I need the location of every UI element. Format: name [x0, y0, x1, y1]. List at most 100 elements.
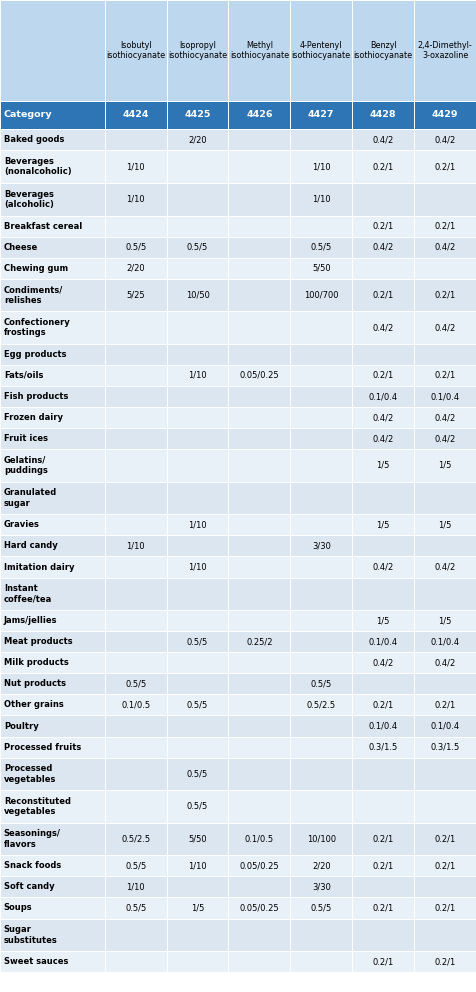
Text: Processed fruits: Processed fruits [4, 743, 81, 752]
Bar [105, 386, 167, 407]
Bar [414, 653, 476, 674]
Bar [0, 951, 105, 972]
Bar [414, 0, 476, 100]
Bar [167, 386, 228, 407]
Text: Instant
coffee/tea: Instant coffee/tea [4, 584, 52, 603]
Text: 0.5/5: 0.5/5 [311, 680, 332, 688]
Bar [352, 951, 414, 972]
Bar [414, 407, 476, 429]
Bar [167, 100, 228, 129]
Bar [290, 653, 352, 674]
Text: Breakfast cereal: Breakfast cereal [4, 221, 82, 230]
Text: 4424: 4424 [122, 110, 149, 119]
Text: 1/10: 1/10 [126, 883, 145, 892]
Bar [290, 151, 352, 183]
Bar [105, 536, 167, 557]
Text: 1/10: 1/10 [126, 542, 145, 551]
Text: 0.2/1: 0.2/1 [435, 834, 456, 843]
Bar [105, 344, 167, 365]
Bar [105, 822, 167, 855]
Bar [414, 674, 476, 694]
Bar [228, 514, 290, 536]
Bar [352, 344, 414, 365]
Bar [0, 279, 105, 311]
Bar [290, 758, 352, 791]
Bar [228, 100, 290, 129]
Bar [352, 876, 414, 898]
Text: 0.2/1: 0.2/1 [373, 904, 394, 913]
Bar [0, 876, 105, 898]
Bar [352, 215, 414, 236]
Text: Beverages
(nonalcoholic): Beverages (nonalcoholic) [4, 157, 71, 177]
Bar [228, 610, 290, 631]
Text: 1/10: 1/10 [188, 861, 207, 870]
Text: 0.1/0.5: 0.1/0.5 [245, 834, 274, 843]
Bar [167, 791, 228, 822]
Bar [290, 822, 352, 855]
Bar [290, 183, 352, 215]
Text: 0.5/5: 0.5/5 [187, 802, 208, 811]
Bar [167, 758, 228, 791]
Bar [228, 577, 290, 610]
Bar [105, 715, 167, 736]
Text: 0.5/5: 0.5/5 [311, 904, 332, 913]
Text: 0.5/2.5: 0.5/2.5 [307, 700, 336, 709]
Text: Sweet sauces: Sweet sauces [4, 957, 68, 966]
Bar [290, 577, 352, 610]
Bar [290, 715, 352, 736]
Bar [167, 449, 228, 482]
Bar [167, 365, 228, 386]
Bar [105, 482, 167, 514]
Text: 0.3/1.5: 0.3/1.5 [368, 743, 398, 752]
Bar [414, 736, 476, 758]
Bar [414, 151, 476, 183]
Bar [352, 736, 414, 758]
Bar [0, 919, 105, 951]
Bar [414, 514, 476, 536]
Text: Sugar
substitutes: Sugar substitutes [4, 926, 58, 944]
Bar [228, 236, 290, 258]
Text: Egg products: Egg products [4, 350, 66, 359]
Bar [290, 365, 352, 386]
Bar [414, 876, 476, 898]
Bar [105, 694, 167, 715]
Text: 0.2/1: 0.2/1 [373, 371, 394, 380]
Bar [105, 758, 167, 791]
Text: 0.4/2: 0.4/2 [373, 562, 394, 571]
Bar [352, 100, 414, 129]
Bar [352, 631, 414, 653]
Bar [352, 577, 414, 610]
Bar [0, 855, 105, 876]
Bar [290, 129, 352, 151]
Bar [167, 129, 228, 151]
Bar [167, 855, 228, 876]
Bar [290, 631, 352, 653]
Text: 4429: 4429 [432, 110, 458, 119]
Bar [105, 183, 167, 215]
Text: 4427: 4427 [308, 110, 335, 119]
Text: 0.1/0.4: 0.1/0.4 [430, 637, 460, 646]
Bar [228, 855, 290, 876]
Bar [290, 876, 352, 898]
Bar [352, 365, 414, 386]
Text: 10/100: 10/100 [307, 834, 336, 843]
Bar [352, 653, 414, 674]
Bar [0, 631, 105, 653]
Text: Frozen dairy: Frozen dairy [4, 413, 63, 423]
Bar [414, 694, 476, 715]
Bar [105, 311, 167, 344]
Bar [105, 791, 167, 822]
Text: Fish products: Fish products [4, 392, 68, 401]
Text: 0.1/0.4: 0.1/0.4 [368, 392, 398, 401]
Bar [228, 791, 290, 822]
Text: 2/20: 2/20 [188, 135, 207, 145]
Bar [167, 536, 228, 557]
Bar [352, 236, 414, 258]
Text: 0.05/0.25: 0.05/0.25 [239, 861, 279, 870]
Text: Isobutyl
isothiocyanate: Isobutyl isothiocyanate [106, 41, 165, 60]
Bar [228, 258, 290, 279]
Text: 0.1/0.4: 0.1/0.4 [430, 392, 460, 401]
Text: 0.2/1: 0.2/1 [373, 700, 394, 709]
Bar [105, 919, 167, 951]
Bar [414, 258, 476, 279]
